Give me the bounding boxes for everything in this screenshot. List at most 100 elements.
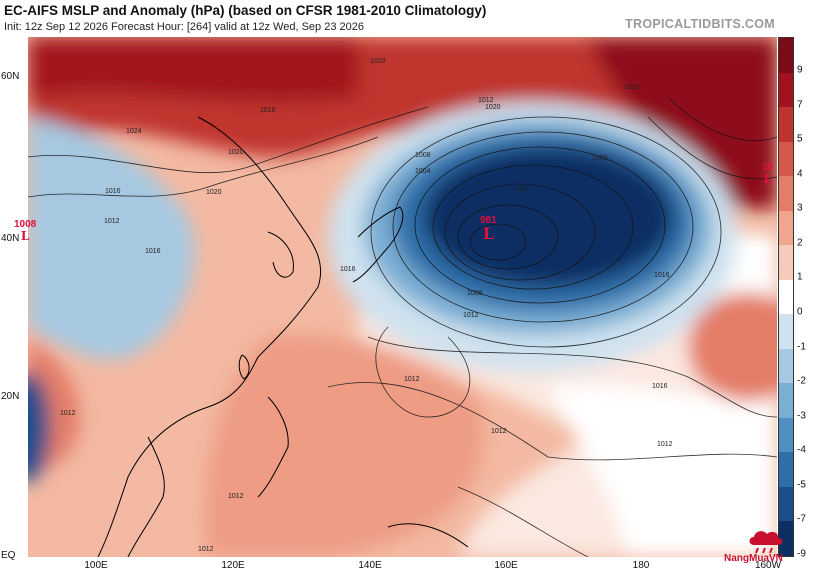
low-pressure-value: 981 [480, 215, 497, 226]
lon-label-140e: 140E [358, 560, 382, 571]
low-pressure-letter: L [20, 229, 30, 243]
neutral-zone-southeast [548, 384, 777, 557]
lon-label-120e: 120E [221, 560, 245, 571]
isobar-label: 1016 [260, 107, 276, 114]
isobar [647, 116, 777, 180]
isobar-label: 1012 [657, 441, 673, 448]
isobar [444, 183, 596, 281]
colorbar-segment [779, 72, 793, 108]
coastline-japan [352, 206, 404, 283]
isobar-label: 1020 [370, 58, 386, 65]
colorbar-label: -7 [797, 513, 806, 525]
map-title: EC-AIFS MSLP and Anomaly (hPa) (based on… [4, 3, 487, 18]
isobar-label: 1000 [592, 155, 608, 162]
isobar-label: 1012 [228, 493, 244, 500]
isobar-label: 1016 [340, 266, 356, 273]
lat-label-60n: 60N [1, 71, 20, 82]
isobar-label: 1012 [404, 376, 420, 383]
colorbar-segment [779, 210, 793, 246]
isobar-label: 1008 [467, 290, 483, 297]
isobar [667, 96, 777, 141]
warm-anomaly-east [688, 292, 777, 402]
coastline-philippines [257, 396, 289, 498]
coastline-indochina [127, 436, 165, 557]
colorbar-segment [779, 141, 793, 177]
coastline-asia [97, 116, 322, 557]
colorbar-segment [779, 245, 793, 281]
colorbar-label: 7 [797, 99, 803, 111]
isobar [28, 136, 379, 198]
colorbar-segment [779, 107, 793, 143]
lon-label-160w: 160W [754, 560, 782, 571]
isobar-label: 1012 [104, 218, 120, 225]
isobars [28, 96, 777, 557]
isobar [457, 486, 589, 557]
coastline-new-guinea [387, 523, 469, 548]
isobar-label: 1020 [485, 104, 501, 111]
colorbar-label: -1 [797, 341, 806, 353]
colorbar-label: 1 [797, 271, 803, 283]
isobar-label: 1024 [126, 128, 142, 135]
colorbar-label: 4 [797, 168, 803, 180]
colorbar-segment [779, 176, 793, 212]
lat-label-20n: 20N [1, 391, 20, 402]
isobar-label: 1012 [491, 428, 507, 435]
isobar [367, 336, 777, 418]
watermark-text: NangMuaVN [724, 553, 783, 564]
brand-label: TROPICALTIDBITS.COM [625, 17, 775, 31]
strong-warm-anomaly-northeast [588, 37, 777, 209]
colorbar-segment [779, 38, 793, 74]
isobar-label: 1008 [415, 152, 431, 159]
header: EC-AIFS MSLP and Anomaly (hPa) (based on… [0, 0, 819, 37]
isobar-label: 1012 [60, 410, 76, 417]
colorbar-segment [779, 486, 793, 522]
low-pressure-value: 10 [762, 162, 774, 173]
isobar [414, 146, 666, 304]
isobar-label: 1020 [206, 189, 222, 196]
colorbar-segment [779, 279, 793, 315]
colorbar-segment [779, 417, 793, 453]
isobar-label: 1020 [228, 149, 244, 156]
strong-warm-anomaly-northwest [28, 37, 358, 102]
isobar [28, 106, 429, 174]
isobar [327, 382, 777, 461]
colorbar-label: -3 [797, 410, 806, 422]
isobar [469, 223, 527, 261]
cloud-rain-icon [749, 531, 783, 554]
isobar-label: 1016 [105, 188, 121, 195]
isobar [375, 326, 471, 418]
lat-label-eq: EQ [1, 550, 16, 561]
cool-anomaly-west-edge [28, 372, 50, 482]
isobar-label: 1016 [624, 84, 640, 91]
isobar-label: 996 [515, 186, 527, 193]
map-panel [28, 37, 777, 557]
isobar [392, 131, 694, 323]
colorbar-label: 2 [797, 237, 803, 249]
low-pressure-center-west: 1008 L [14, 220, 36, 243]
low-pressure-center: 981 L [480, 216, 497, 242]
isobar-label: 1016 [652, 383, 668, 390]
cool-anomaly-west [28, 117, 195, 360]
map-subtitle: Init: 12z Sep 12 2026 Forecast Hour: [26… [4, 21, 364, 33]
colorbar-segment [779, 348, 793, 384]
low-pressure-letter: L [763, 172, 772, 186]
watermark: NangMuaVN [724, 527, 814, 569]
isobar [370, 116, 722, 348]
colorbar-label: 0 [797, 306, 803, 318]
colorbar-label: -4 [797, 444, 806, 456]
cool-anomaly-core [423, 147, 673, 287]
colorbar-segment [779, 521, 793, 557]
isobar-label: 1016 [145, 248, 161, 255]
colorbar-segment [779, 383, 793, 419]
warm-anomaly-south [205, 335, 484, 557]
isobar-label: 1012 [463, 312, 479, 319]
colorbar-label: -2 [797, 375, 806, 387]
coastline-taiwan [238, 354, 250, 380]
coastlines [97, 116, 469, 557]
isobar-label: 1012 [478, 97, 494, 104]
low-pressure-letter: L [482, 224, 494, 243]
lat-label-40n: 40N [1, 233, 20, 244]
colorbar-label: 3 [797, 202, 803, 214]
colorbar-label: -9 [797, 548, 806, 560]
colorbar-label: -5 [797, 479, 806, 491]
